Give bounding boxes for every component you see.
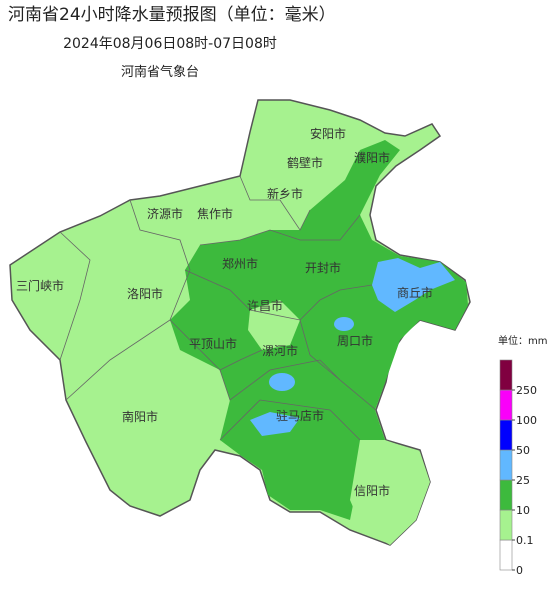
city-label: 开封市 <box>305 260 341 275</box>
legend-swatch <box>499 449 513 481</box>
legend-swatch <box>499 389 513 421</box>
legend-tick-label: 0 <box>516 564 523 577</box>
legend-swatch <box>499 479 513 511</box>
city-label: 新乡市 <box>267 186 303 201</box>
city-label: 濮阳市 <box>354 150 390 165</box>
city-label: 南阳市 <box>122 409 158 424</box>
city-label: 驻马店市 <box>276 408 324 423</box>
city-label: 鹤壁市 <box>287 155 323 170</box>
city-label: 济源市 <box>147 206 183 221</box>
legend-tick-label: 50 <box>516 444 530 457</box>
city-label: 郑州市 <box>222 256 258 271</box>
moderate-zone <box>334 317 354 331</box>
legend-unit: 单位：mm <box>498 334 547 347</box>
city-label: 洛阳市 <box>127 286 163 301</box>
city-label: 许昌市 <box>247 298 283 313</box>
legend-tick-label: 100 <box>516 414 537 427</box>
legend-swatch <box>499 359 513 391</box>
legend-swatch <box>499 419 513 451</box>
legend-tick-label: 250 <box>516 384 537 397</box>
city-borders <box>59 175 377 441</box>
legend-swatch <box>499 509 513 541</box>
legend-tick-label: 10 <box>516 504 530 517</box>
city-label: 平顶山市 <box>189 336 237 351</box>
city-label: 漯河市 <box>262 343 298 358</box>
province-map <box>9 99 471 546</box>
legend-swatch <box>499 539 513 571</box>
title: 河南省24小时降水量预报图（单位：毫米） <box>8 5 336 25</box>
moderate-zone <box>250 412 300 436</box>
legend-tick-label: 0.1 <box>516 534 534 547</box>
city-label: 信阳市 <box>354 483 390 498</box>
heavy-rain-zone <box>170 140 468 520</box>
city-label: 三门峡市 <box>16 278 64 293</box>
moderate-zone <box>372 258 455 312</box>
legend-tick-label: 25 <box>516 474 530 487</box>
subtitle: 2024年08月06日08时-07日08时 <box>63 36 277 52</box>
city-label: 商丘市 <box>397 285 433 300</box>
city-label: 焦作市 <box>197 206 233 221</box>
city-label: 周口市 <box>337 333 373 348</box>
city-label: 安阳市 <box>310 126 346 141</box>
moderate-zone <box>269 373 295 391</box>
agency: 河南省气象台 <box>121 64 199 80</box>
light-rain-zone <box>350 440 430 545</box>
